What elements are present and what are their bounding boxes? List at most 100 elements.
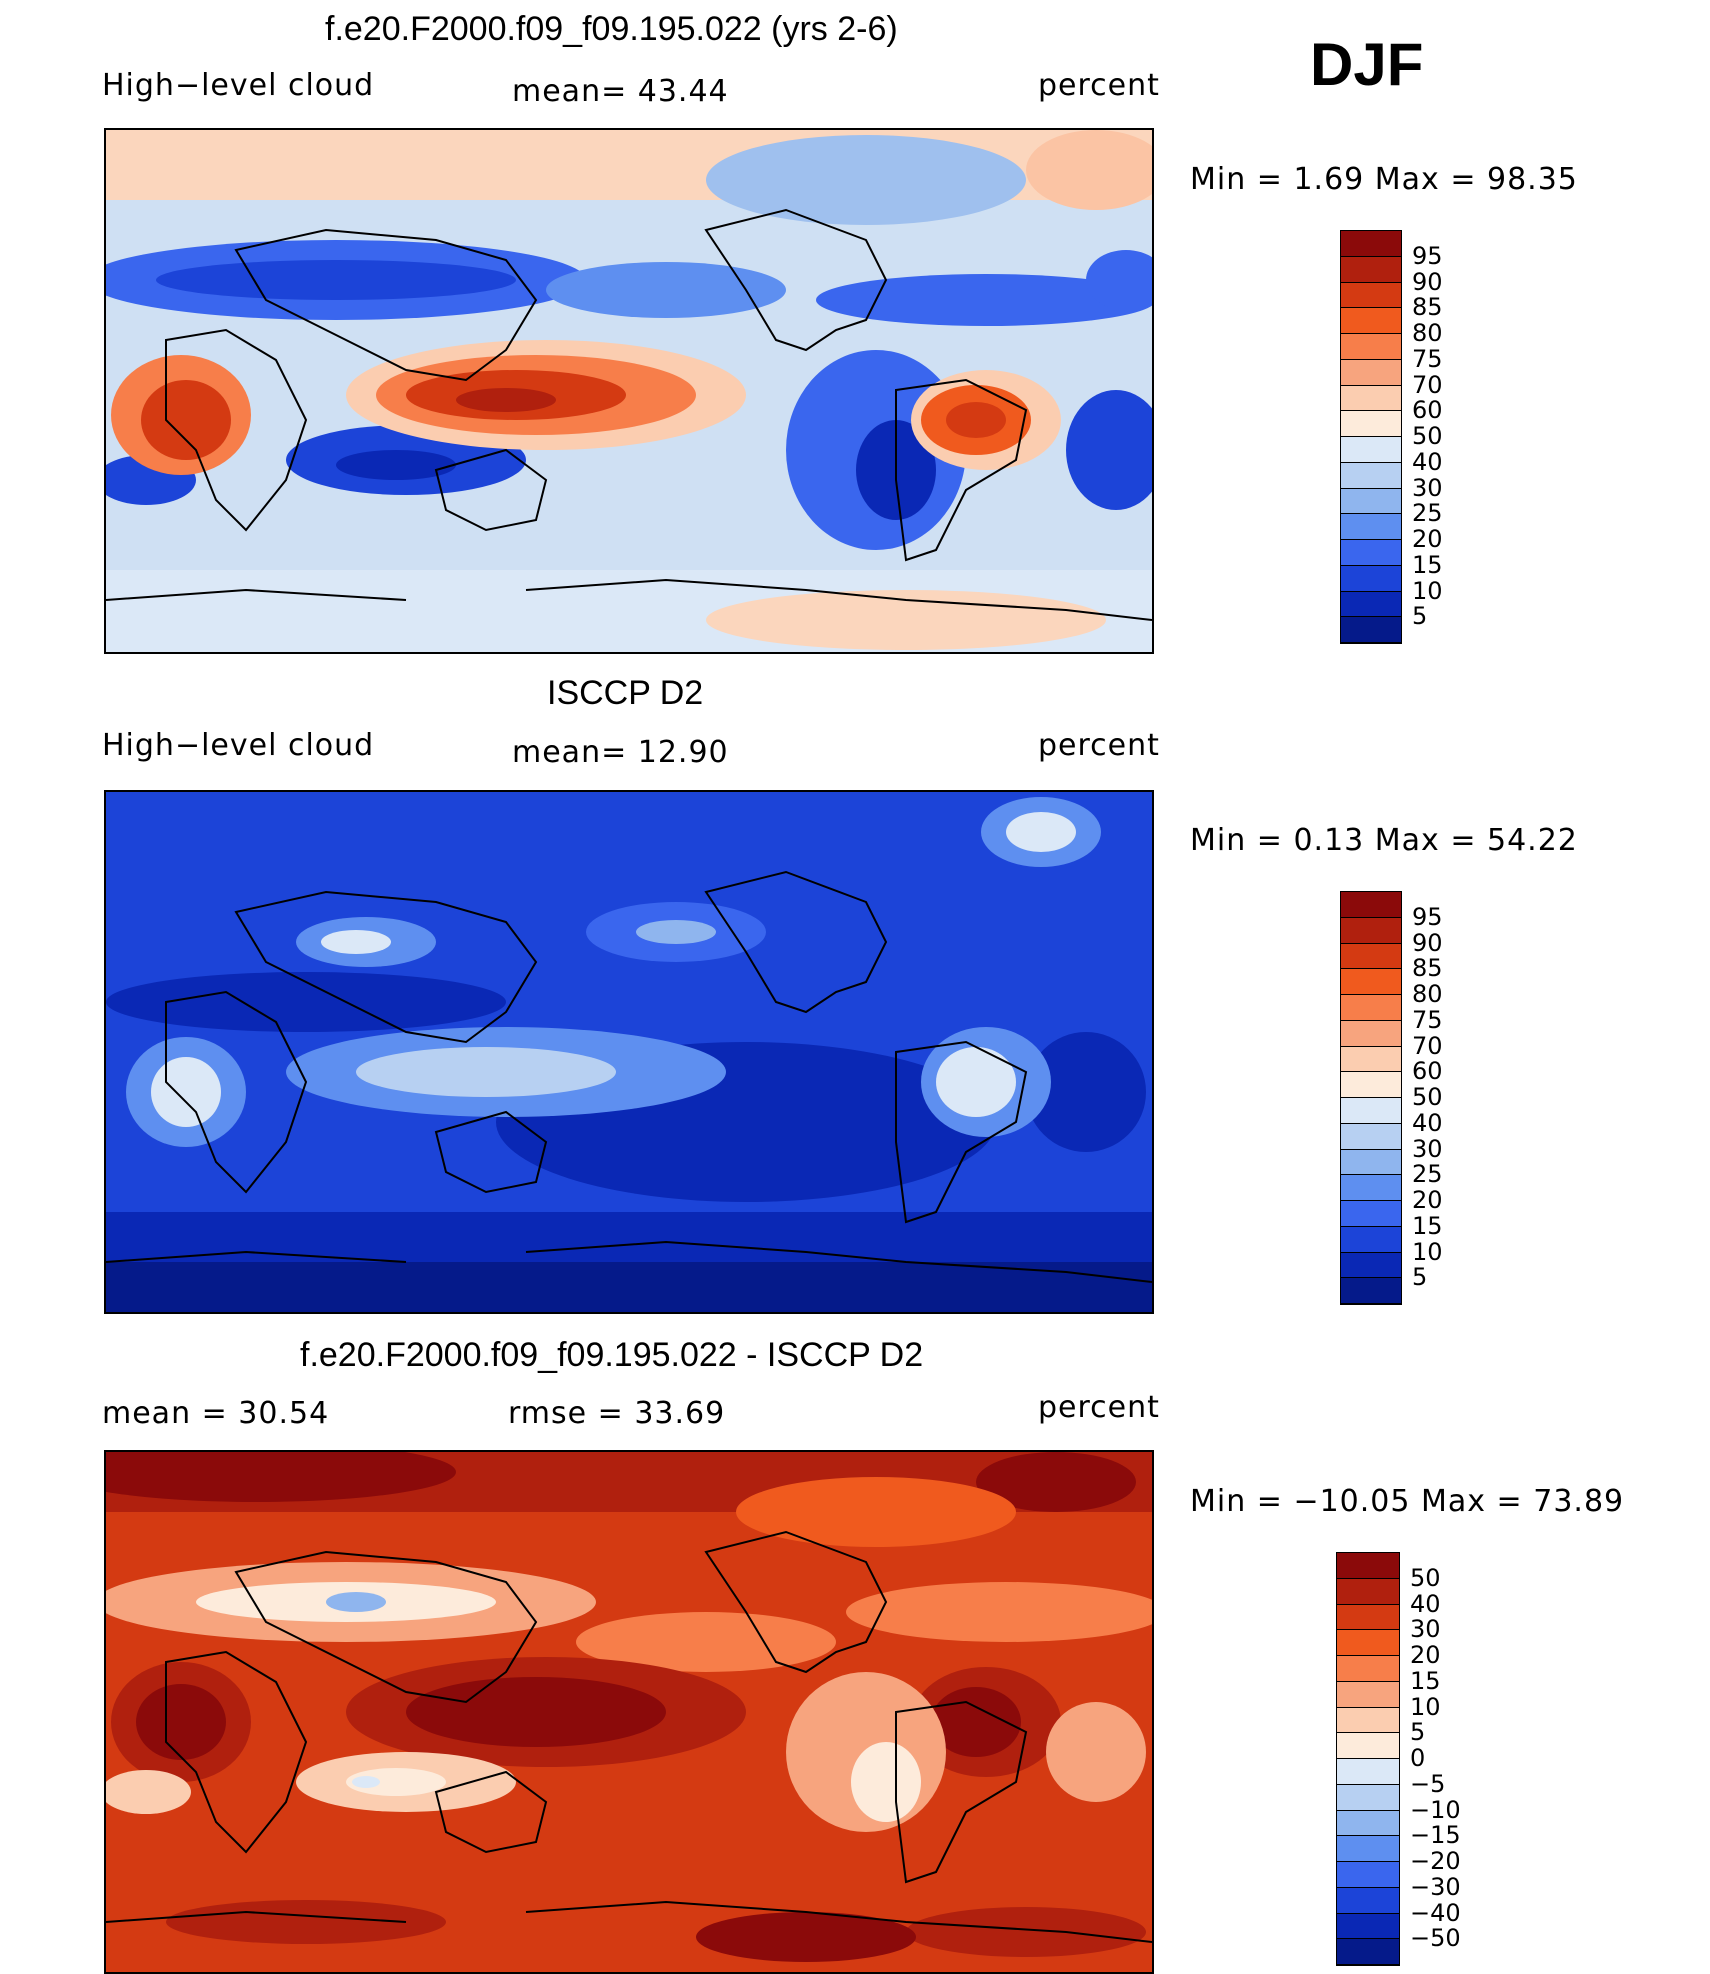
colorbar-cell: [1341, 1226, 1401, 1253]
colorbar-cell: [1341, 892, 1401, 918]
colorbar-cell: [1337, 1913, 1399, 1940]
panel-title: f.e20.F2000.f09_f09.195.022 - ISCCP D2: [300, 1336, 924, 1374]
colorbar-cell: [1341, 385, 1401, 412]
colorbar-cell: [1337, 1887, 1399, 1914]
minmax-label: Min = 0.13 Max = 54.22: [1190, 823, 1578, 858]
colorbar-diff: [1336, 1552, 1400, 1966]
colorbar-cell: [1337, 1707, 1399, 1734]
colorbar-cell: [1337, 1630, 1399, 1656]
colorbar-tick-label: 95: [1412, 241, 1443, 270]
colorbar-cell: [1341, 1175, 1401, 1201]
colorbar-cell: [1337, 1578, 1399, 1605]
colorbar-cell: [1341, 308, 1401, 334]
colorbar-tick-label: 15: [1410, 1666, 1441, 1695]
colorbar-tick-label: 5: [1412, 602, 1428, 631]
colorbar-cell: [1341, 334, 1401, 360]
colorbar-cell: [1337, 1681, 1399, 1708]
mean-label: mean = 30.54: [102, 1396, 330, 1431]
colorbar-cell: [1341, 1201, 1401, 1227]
colorbar-cell: [1341, 917, 1401, 944]
colorbar-tick-label: 5: [1410, 1718, 1426, 1747]
map-model-high-cloud: [104, 128, 1154, 654]
colorbar-tick-label: −40: [1410, 1898, 1461, 1927]
colorbar-tick-label: 40: [1410, 1589, 1441, 1618]
colorbar-cell: [1337, 1553, 1399, 1579]
colorbar-tick-label: 90: [1412, 267, 1443, 296]
colorbar-cell: [1341, 1046, 1401, 1073]
colorbar-tick-label: 85: [1412, 293, 1443, 322]
colorbar-cell: [1341, 1020, 1401, 1047]
colorbar-tick-label: 25: [1412, 1160, 1443, 1189]
season-label: DJF: [1310, 31, 1424, 98]
colorbar-cell: [1341, 1072, 1401, 1098]
colorbar-tick-label: 70: [1412, 1031, 1443, 1060]
colorbar-tick-label: 30: [1412, 473, 1443, 502]
colorbar-tick-label: −20: [1410, 1847, 1461, 1875]
colorbar-tick-label: 20: [1410, 1641, 1441, 1669]
colorbar-tick-label: 10: [1410, 1692, 1441, 1721]
colorbar-cell: [1341, 1252, 1401, 1279]
colorbar-obs: [1340, 891, 1402, 1305]
colorbar-model: [1340, 230, 1402, 644]
colorbar-cell: [1341, 437, 1401, 463]
colorbar-tick-label: −30: [1410, 1872, 1461, 1901]
colorbar-cell: [1341, 1278, 1401, 1304]
colorbar-tick-label: 25: [1412, 499, 1443, 528]
colorbar-tick-label: 50: [1412, 422, 1443, 450]
colorbar-tick-label: −10: [1410, 1795, 1461, 1824]
colorbar-cell: [1337, 1733, 1399, 1759]
colorbar-tick-label: 0: [1410, 1744, 1426, 1772]
colorbar-tick-label: 20: [1412, 525, 1443, 553]
colorbar-tick-label: 15: [1412, 1211, 1443, 1240]
colorbar-tick-label: 75: [1412, 1005, 1443, 1034]
colorbar-cell: [1341, 1149, 1401, 1176]
units-label: percent: [1038, 1390, 1160, 1425]
colorbar-cell: [1337, 1604, 1399, 1631]
colorbar-cell: [1341, 995, 1401, 1021]
colorbar-tick-label: 30: [1412, 1134, 1443, 1163]
minmax-label: Min = −10.05 Max = 73.89: [1190, 1484, 1625, 1519]
colorbar-cell: [1341, 256, 1401, 283]
colorbar-tick-label: 75: [1412, 344, 1443, 373]
minmax-label: Min = 1.69 Max = 98.35: [1190, 162, 1578, 197]
colorbar-cell: [1337, 1836, 1399, 1862]
mean-label: mean= 12.90: [512, 735, 729, 770]
units-label: percent: [1038, 728, 1160, 763]
colorbar-cell: [1337, 1784, 1399, 1811]
colorbar-tick-label: 80: [1412, 980, 1443, 1008]
panel-title: ISCCP D2: [547, 674, 704, 712]
colorbar-cell: [1337, 1656, 1399, 1682]
colorbar-tick-label: 40: [1412, 447, 1443, 476]
map-obs-high-cloud: [104, 790, 1154, 1314]
rmse-label: rmse = 33.69: [508, 1396, 726, 1431]
colorbar-cell: [1341, 1098, 1401, 1124]
colorbar-tick-label: 50: [1410, 1563, 1441, 1592]
colorbar-tick-label: 60: [1412, 1057, 1443, 1086]
map-difference: [104, 1450, 1154, 1974]
colorbar-tick-label: 95: [1412, 902, 1443, 931]
colorbar-tick-label: 80: [1412, 319, 1443, 347]
colorbar-cell: [1341, 282, 1401, 309]
colorbar-tick-label: 10: [1412, 576, 1443, 605]
colorbar-tick-label: 85: [1412, 954, 1443, 983]
variable-label: High−level cloud: [102, 728, 375, 763]
colorbar-cell: [1337, 1862, 1399, 1888]
colorbar-cell: [1341, 488, 1401, 515]
colorbar-tick-label: 5: [1412, 1263, 1428, 1292]
colorbar-cell: [1341, 411, 1401, 437]
colorbar-cell: [1341, 231, 1401, 257]
colorbar-tick-label: 40: [1412, 1108, 1443, 1137]
colorbar-cell: [1337, 1939, 1399, 1965]
colorbar-tick-label: −50: [1410, 1924, 1461, 1953]
colorbar-cell: [1341, 617, 1401, 643]
colorbar-cell: [1341, 969, 1401, 995]
colorbar-cell: [1341, 540, 1401, 566]
colorbar-tick-label: −15: [1410, 1821, 1461, 1850]
units-label: percent: [1038, 68, 1160, 103]
colorbar-cell: [1341, 591, 1401, 618]
colorbar-tick-label: 70: [1412, 370, 1443, 399]
colorbar-cell: [1341, 943, 1401, 970]
colorbar-tick-label: 30: [1410, 1615, 1441, 1644]
colorbar-cell: [1341, 514, 1401, 540]
colorbar-cell: [1341, 462, 1401, 489]
